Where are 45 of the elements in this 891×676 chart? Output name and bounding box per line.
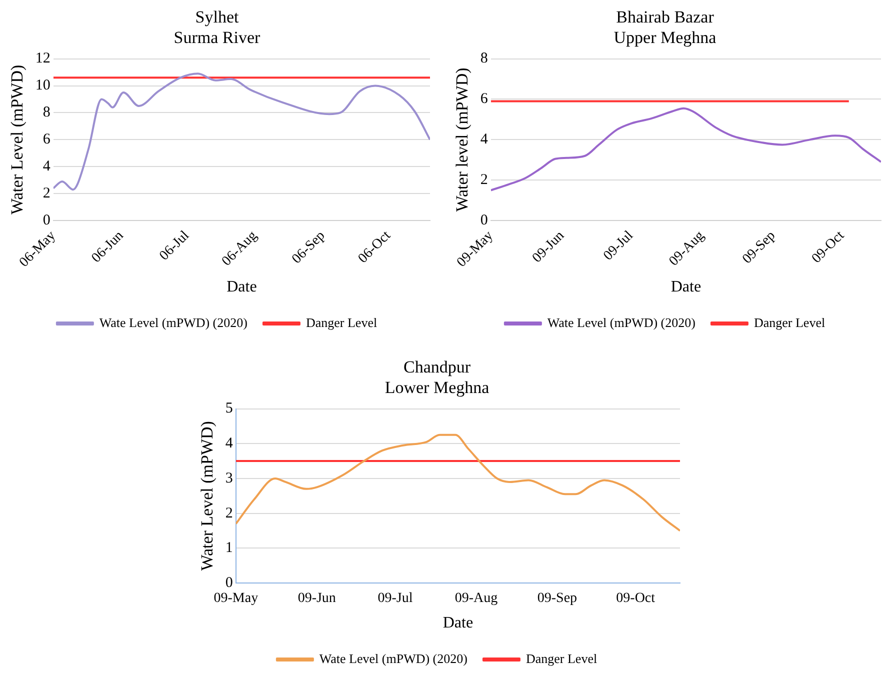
line-series bbox=[53, 72, 430, 191]
x-axis-title: Date bbox=[442, 614, 474, 632]
y-tick-label: 12 bbox=[35, 50, 50, 67]
y-tick-label: 8 bbox=[42, 104, 50, 121]
y-tick-label: 0 bbox=[480, 212, 488, 229]
x-tick-label: 09-Oct bbox=[616, 591, 656, 606]
y-tick-label: 8 bbox=[480, 50, 488, 67]
y-tick-label: 10 bbox=[35, 78, 50, 94]
y-tick-label: 3 bbox=[225, 470, 233, 486]
legend-label: Wate Level (mPWD) (2020) bbox=[99, 314, 248, 330]
chart-subtitle: Upper Meghna bbox=[614, 28, 717, 48]
legend-label: Danger Level bbox=[754, 314, 826, 330]
y-tick-label: 2 bbox=[42, 186, 50, 202]
x-tick-label: 09-May bbox=[214, 591, 258, 606]
chart-title: Bhairab Bazar bbox=[616, 8, 714, 27]
y-tick-label: 5 bbox=[225, 400, 233, 417]
legend-label: Wate Level (mPWD) (2020) bbox=[547, 314, 696, 330]
line-series bbox=[236, 434, 680, 532]
y-axis-title: Water level (mPWD) bbox=[452, 68, 472, 212]
y-tick-label: 1 bbox=[225, 540, 233, 556]
y-tick-label: 0 bbox=[225, 574, 233, 591]
y-tick-label: 4 bbox=[42, 158, 51, 175]
y-tick-label: 4 bbox=[480, 132, 488, 148]
y-tick-label: 6 bbox=[480, 91, 488, 108]
chart-title: Chandpur bbox=[403, 358, 471, 377]
y-tick-label: 2 bbox=[480, 172, 488, 188]
x-axis-title: Date bbox=[670, 278, 702, 296]
y-tick-label: 6 bbox=[42, 132, 51, 148]
x-tick-label: 09-Aug bbox=[454, 591, 498, 606]
y-tick-label: 2 bbox=[225, 505, 233, 522]
chart-subtitle: Lower Meghna bbox=[384, 378, 490, 398]
legend-label: Danger Level bbox=[526, 650, 598, 666]
y-tick-label: 4 bbox=[225, 436, 234, 452]
legend-label: Danger Level bbox=[306, 314, 378, 330]
x-tick-label: 09-Jun bbox=[298, 591, 336, 606]
x-tick-label: 09-Sep bbox=[537, 591, 578, 606]
legend-label: Wate Level (mPWD) (2020) bbox=[319, 650, 468, 666]
chart-subtitle: Surma River bbox=[174, 28, 261, 48]
x-tick-label: 09-Jul bbox=[378, 591, 413, 606]
line-series bbox=[490, 107, 881, 192]
chart-title: Sylhet bbox=[195, 8, 239, 27]
y-axis-title: Water Level (mPWD) bbox=[198, 421, 217, 571]
y-axis-title: Water Level (mPWD) bbox=[8, 64, 27, 215]
x-axis-title: Date bbox=[226, 278, 257, 296]
y-tick-label: 0 bbox=[42, 212, 50, 229]
